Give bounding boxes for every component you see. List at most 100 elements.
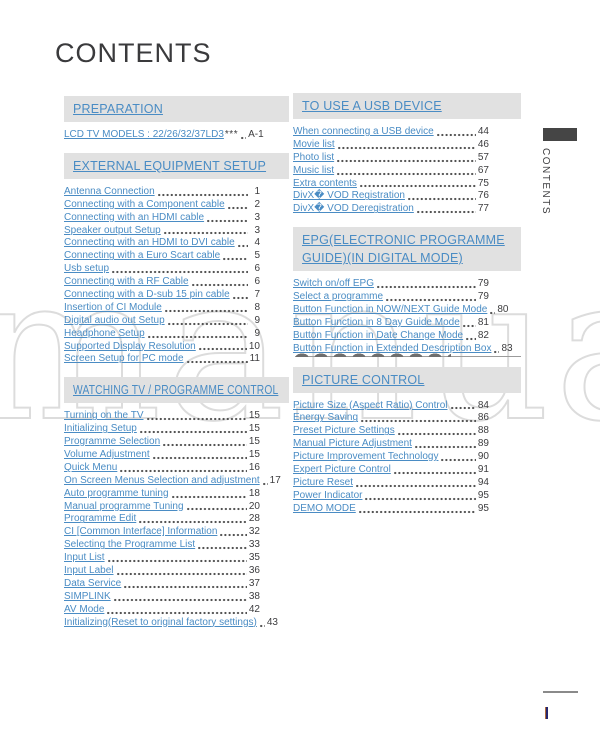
page-number: 67 <box>477 164 489 176</box>
toc-entry-link[interactable]: On Screen Menus Selection and adjustment <box>64 474 260 486</box>
toc-entry-link[interactable]: Switch on/off EPG <box>293 278 374 290</box>
toc-entry-link[interactable]: Digital audio out Setup <box>64 314 165 326</box>
toc-entry-link[interactable]: Photo list <box>293 151 335 163</box>
toc-entry-link[interactable]: Power Indicator <box>293 489 363 501</box>
toc-entry-link[interactable]: Headphone Setup <box>64 327 145 339</box>
page-number: 77 <box>477 203 489 215</box>
toc-entry-link[interactable]: When connecting a USB device <box>293 126 434 137</box>
dotted-leader <box>441 458 476 463</box>
page-number: 7 <box>254 289 260 301</box>
toc-entry-link[interactable]: Manual programme Tuning <box>64 500 184 512</box>
toc-entry-link[interactable]: Auto programme tuning <box>64 487 169 499</box>
toc-entry-link[interactable]: Connecting with a Component cable <box>64 198 225 210</box>
section-entry-list: Picture Size (Aspect Ratio) Control 84 Ene… <box>293 400 489 516</box>
toc-entry: Turning on the TV 15 <box>64 410 260 423</box>
dotted-leader <box>139 520 247 525</box>
dotted-leader <box>163 231 248 236</box>
toc-entry-link[interactable]: LCD TV MODELS : 22/26/32/37LD3 <box>64 129 224 140</box>
dotted-leader <box>113 597 247 602</box>
toc-entry-link[interactable]: Button Function in Date Change Mode <box>293 329 464 341</box>
toc-entry: Usb setup 6 <box>64 263 260 276</box>
page-number: 79 <box>477 278 489 290</box>
page-number: 32 <box>248 526 260 538</box>
page-number: 83 <box>501 342 513 354</box>
toc-entry-link[interactable]: Supported Display Resolution <box>64 340 196 352</box>
toc-entry-link[interactable]: Data Service <box>64 577 122 589</box>
toc-entry-link[interactable]: Music list <box>293 164 335 176</box>
toc-entry-link[interactable]: Picture Reset <box>293 476 354 488</box>
toc-entry-link[interactable]: DivX� VOD Registration <box>293 190 405 202</box>
toc-entry-link[interactable]: CI [Common Interface] Information <box>64 526 218 538</box>
toc-entry-link[interactable]: Connecting with an HDMI to DVI cable <box>64 237 235 249</box>
toc-entry-link[interactable]: Manual Picture Adjustment <box>293 438 412 450</box>
toc-entry: Expert Picture Control 91 <box>293 464 489 477</box>
dotted-leader <box>241 135 247 140</box>
toc-section: EXTERNAL EQUIPMENT SETUP Antenna Connect… <box>64 152 289 366</box>
page-number: 88 <box>477 425 489 437</box>
section-title-link[interactable]: PREPARATION <box>73 102 163 116</box>
toc-entry-link[interactable]: Movie list <box>293 138 335 150</box>
dotted-leader <box>191 283 248 288</box>
page-number: 95 <box>477 489 489 501</box>
chapter-tab-marker <box>543 128 577 141</box>
toc-entry-link[interactable]: Button Function in Extended Description … <box>293 342 492 354</box>
toc-entry-link[interactable]: Picture Improvement Technology <box>293 451 439 463</box>
dotted-leader <box>124 584 247 589</box>
dotted-leader <box>407 197 476 202</box>
toc-entry-link[interactable]: Usb setup <box>64 263 110 275</box>
toc-entry-link[interactable]: Preset Picture Settings <box>293 425 395 437</box>
dotted-leader <box>227 205 248 210</box>
toc-entry-link[interactable]: Button Function in 8 Day Guide Mode <box>293 316 460 328</box>
page-number: 43 <box>266 616 278 628</box>
toc-entry-link[interactable]: Select a programme <box>293 291 384 303</box>
dotted-leader <box>414 445 476 450</box>
toc-entry-link[interactable]: Connecting with a D-sub 15 pin cable <box>64 289 230 301</box>
toc-section: PREPARATION LCD TV MODELS : 22/26/32/37L… <box>64 96 289 142</box>
toc-entry-link[interactable]: Connecting with an HDMI cable <box>64 211 205 223</box>
section-title-link[interactable]: WATCHING TV / PROGRAMME CONTROL <box>73 383 279 398</box>
toc-entry-link[interactable]: Picture Size (Aspect Ratio) Control <box>293 399 448 411</box>
section-title-link[interactable]: EXTERNAL EQUIPMENT SETUP <box>73 158 267 173</box>
page-number: 94 <box>477 476 489 488</box>
page-number: 20 <box>248 500 260 512</box>
toc-entry-link[interactable]: DivX� VOD Deregistration <box>293 203 414 215</box>
toc-entry-link[interactable]: Extra contents <box>293 177 357 189</box>
toc-entry-link[interactable]: Selecting the Programme List <box>64 539 196 551</box>
toc-entry-link[interactable]: Button Function in NOW/NEXT Guide Mode <box>293 304 488 316</box>
toc-entry-link[interactable]: Energy Saving <box>293 412 359 424</box>
dotted-leader <box>164 308 248 313</box>
toc-entry-link[interactable]: Initializing(Reset to original factory s… <box>64 616 257 628</box>
toc-entry-link[interactable]: Quick Menu <box>64 461 118 473</box>
section-title-link[interactable]: TO USE A USB DEVICE <box>302 99 442 113</box>
page-number: A-1 <box>248 129 264 140</box>
toc-entry-link[interactable]: SIMPLINK <box>64 590 111 602</box>
section-title-link[interactable]: PICTURE CONTROL <box>302 372 425 387</box>
toc-entry: When connecting a USB device 44 <box>293 126 489 139</box>
toc-entry: Button Function in 8 Day Guide Mode 81 <box>293 317 489 330</box>
section-title-link[interactable]: EPG(ELECTRONIC PROGRAMME GUIDE)(IN DIGIT… <box>302 233 505 266</box>
toc-entry-link[interactable]: Initializing Setup <box>64 423 137 435</box>
toc-entry-link[interactable]: Expert Picture Control <box>293 464 391 476</box>
toc-section: EPG(ELECTRONIC PROGRAMME GUIDE)(IN DIGIT… <box>293 227 521 355</box>
toc-entry-link[interactable]: Programme Edit <box>64 513 137 525</box>
toc-entry-link[interactable]: Volume Adjustment <box>64 449 150 461</box>
toc-entry-link[interactable]: Insertion of CI Module <box>64 301 162 313</box>
toc-entry: Button Function in NOW/NEXT Guide Mode 80 <box>293 304 508 317</box>
toc-entry-link[interactable]: AV Mode <box>64 603 105 615</box>
toc-entry-link[interactable]: Speaker output Setup <box>64 224 161 236</box>
toc-entry-link[interactable]: DEMO MODE <box>293 502 356 514</box>
toc-entry-link[interactable]: Input Label <box>64 565 114 577</box>
toc-entry-link[interactable]: Antenna Connection <box>64 185 155 197</box>
dotted-leader <box>436 132 476 137</box>
toc-entry-link[interactable]: Screen Setup for PC mode <box>64 353 184 365</box>
dotted-leader <box>139 430 247 435</box>
dotted-leader <box>147 334 248 339</box>
toc-entry: Connecting with a Euro Scart cable 5 <box>64 250 260 263</box>
toc-entry-link[interactable]: Turning on the TV <box>64 410 144 422</box>
page-number: 82 <box>477 329 489 341</box>
toc-entry-link[interactable]: Connecting with a Euro Scart cable <box>64 250 221 262</box>
page-title: CONTENTS <box>55 38 212 68</box>
toc-entry-link[interactable]: Connecting with a RF Cable <box>64 276 189 288</box>
toc-entry-link[interactable]: Programme Selection <box>64 436 161 448</box>
toc-entry-link[interactable]: Input List <box>64 552 105 564</box>
